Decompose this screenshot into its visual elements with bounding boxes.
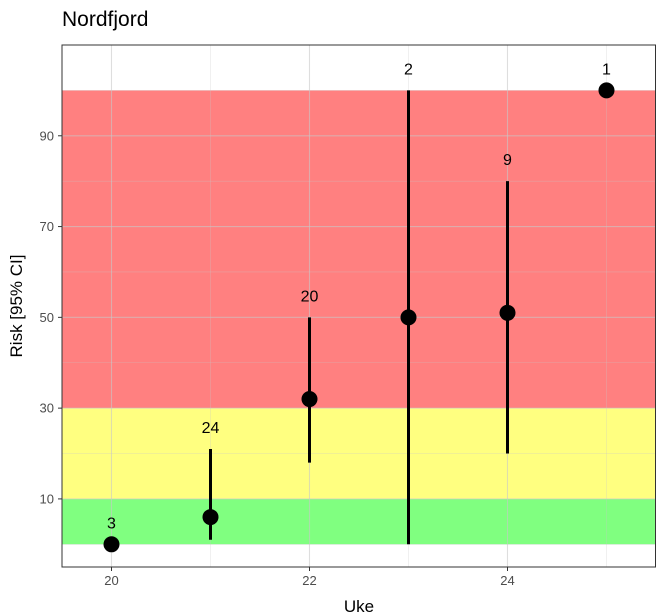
data-point-2 bbox=[301, 391, 318, 408]
risk-bands bbox=[62, 90, 656, 545]
risk-band-0 bbox=[62, 498, 656, 545]
y-tick-label: 50 bbox=[40, 310, 54, 325]
y-tick-label: 10 bbox=[40, 491, 54, 506]
data-point-4 bbox=[499, 304, 516, 321]
y-tick-label: 30 bbox=[40, 401, 54, 416]
data-point-0 bbox=[103, 536, 120, 553]
y-tick-label: 70 bbox=[40, 219, 54, 234]
count-labels: 3 24 20 2 9 1 bbox=[107, 61, 611, 532]
y-axis: 10 30 50 70 90 bbox=[40, 128, 62, 506]
data-point-1 bbox=[202, 509, 219, 526]
chart-title: Nordfjord bbox=[62, 8, 149, 31]
data-point-5 bbox=[598, 82, 615, 99]
risk-band-2 bbox=[62, 90, 656, 409]
count-label-2: 20 bbox=[301, 288, 319, 305]
risk-band-1 bbox=[62, 408, 656, 499]
x-tick-label: 20 bbox=[104, 573, 118, 588]
count-label-4: 9 bbox=[503, 152, 512, 169]
x-axis: 20 22 24 bbox=[104, 567, 515, 588]
count-label-5: 1 bbox=[602, 61, 611, 78]
count-label-3: 2 bbox=[404, 61, 413, 78]
count-label-1: 24 bbox=[202, 420, 220, 437]
x-tick-label: 24 bbox=[500, 573, 514, 588]
data-point-3 bbox=[400, 309, 417, 326]
x-tick-label: 22 bbox=[302, 573, 316, 588]
y-tick-label: 90 bbox=[40, 128, 54, 143]
y-axis-title: Risk [95% CI] bbox=[7, 255, 26, 358]
data-points bbox=[103, 82, 615, 553]
count-label-0: 3 bbox=[107, 515, 116, 532]
x-axis-title: Uke bbox=[344, 597, 374, 616]
